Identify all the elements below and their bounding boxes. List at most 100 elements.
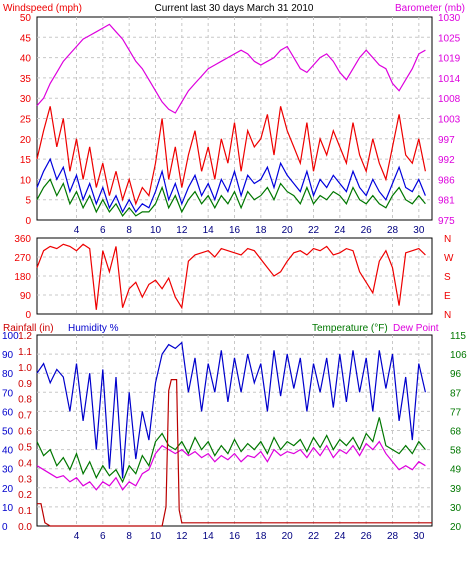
temperature-tick-label: 96	[450, 369, 462, 380]
direction-degree-tick-label: 270	[14, 253, 31, 264]
x-tick-label: 24	[334, 531, 346, 542]
rainfall-tick-label: 0.1	[18, 506, 32, 517]
x-tick-label: 22	[308, 531, 320, 542]
wind-barometer-panel: 0 5 10 15 20 25 30 35 40 45 50 975 981 986 992 997 1003 1…	[20, 13, 461, 236]
compass-tick-label: W	[444, 253, 454, 264]
temperature-tick-label: 68	[450, 427, 462, 438]
rainfall-tick-label: 0.8	[18, 395, 32, 406]
windspeed-tick-label: 40	[20, 54, 32, 65]
humidity-line	[36, 341, 426, 479]
x-tick-label: 18	[255, 531, 267, 542]
barometer-tick-label: 975	[438, 216, 455, 227]
windspeed-tick-label: 35	[20, 74, 32, 85]
rainfall-tick-label: 0.6	[18, 427, 32, 438]
rainfall-tick-label: 0.4	[18, 458, 32, 469]
barometer-tick-label: 1030	[438, 13, 461, 24]
wind-low-line	[36, 178, 426, 217]
humidity-tick-label: 60	[2, 407, 14, 418]
compass-tick-label: E	[444, 291, 451, 302]
rainfall-tick-label: 0.5	[18, 442, 32, 453]
temperature-tick-label: 77	[450, 407, 462, 418]
rainfall-line	[37, 379, 432, 527]
humidity-tick-label: 90	[2, 350, 14, 361]
compass-tick-label: N	[444, 234, 451, 245]
barometer-tick-label: 1019	[438, 54, 461, 65]
rainfall-tick-label: 1.0	[18, 363, 32, 374]
barometer-tick-label: 1014	[438, 74, 461, 85]
x-tick-label: 18	[255, 225, 267, 236]
temperature-tick-label: 49	[450, 465, 462, 476]
direction-degree-tick-label: 0	[25, 310, 31, 321]
x-tick-label: 30	[413, 531, 425, 542]
x-tick-label: 30	[413, 225, 425, 236]
x-tick-label: 28	[387, 225, 399, 236]
x-tick-label: 6	[100, 225, 106, 236]
x-tick-label: 8	[126, 225, 132, 236]
rainfall-tick-label: 0.9	[18, 379, 32, 390]
windspeed-axis-label: Windspeed (mph)	[3, 3, 82, 14]
humidity-tick-label: 100	[2, 331, 19, 342]
temperature-tick-label: 87	[450, 388, 462, 399]
compass-tick-label: N	[444, 310, 451, 321]
rainfall-tick-label: 1.2	[18, 331, 32, 342]
windspeed-tick-label: 20	[20, 135, 32, 146]
humidity-axis-label: Humidity %	[68, 323, 119, 334]
barometer-line	[36, 23, 426, 114]
x-tick-label: 20	[282, 531, 294, 542]
windspeed-tick-label: 0	[25, 216, 31, 227]
windspeed-tick-label: 30	[20, 94, 32, 105]
x-tick-label: 16	[229, 531, 241, 542]
humidity-tick-label: 30	[2, 465, 14, 476]
chart-title: Current last 30 days March 31 2010	[155, 3, 314, 14]
direction-degree-tick-label: 360	[14, 234, 31, 245]
x-tick-label: 4	[74, 531, 80, 542]
barometer-tick-label: 1003	[438, 115, 461, 126]
barometer-tick-label: 1008	[438, 94, 461, 105]
x-tick-label: 8	[126, 531, 132, 542]
x-tick-label: 24	[334, 225, 346, 236]
rainfall-axis-label: Rainfall (in)	[3, 323, 54, 334]
compass-tick-label: S	[444, 272, 451, 283]
windspeed-tick-label: 10	[20, 175, 32, 186]
wind-average-line	[36, 157, 426, 214]
x-tick-label: 28	[387, 531, 399, 542]
barometer-axis-label: Barometer (mb)	[395, 3, 465, 14]
x-tick-label: 6	[100, 531, 106, 542]
direction-degree-tick-label: 180	[14, 272, 31, 283]
temperature-tick-label: 115	[450, 331, 466, 342]
humidity-tick-label: 20	[2, 484, 14, 495]
humidity-tick-label: 70	[2, 388, 14, 399]
humidity-tick-label: 50	[2, 427, 14, 438]
humidity-temp-rain-panel: 0 10 20 30 40 50 60 70 80 90 100 0.0 0.1 0.2 0.3 0.4 0.5…	[2, 331, 467, 542]
barometer-tick-label: 986	[438, 175, 455, 186]
temperature-tick-label: 106	[450, 350, 467, 361]
temperature-tick-label: 39	[450, 484, 462, 495]
wind-gust-line	[36, 106, 426, 206]
windspeed-tick-label: 50	[20, 13, 32, 24]
x-tick-label: 12	[176, 225, 188, 236]
temperature-axis-label: Temperature (°F)	[312, 323, 388, 334]
humidity-tick-label: 0	[2, 522, 8, 533]
windspeed-tick-label: 5	[25, 196, 31, 207]
barometer-tick-label: 997	[438, 135, 455, 146]
windspeed-tick-label: 15	[20, 155, 32, 166]
dewpoint-line	[36, 440, 426, 491]
x-tick-label: 10	[150, 225, 162, 236]
x-tick-label: 22	[308, 225, 320, 236]
rainfall-tick-label: 1.1	[18, 347, 32, 358]
direction-degree-tick-label: 90	[20, 291, 32, 302]
x-tick-label: 10	[150, 531, 162, 542]
humidity-tick-label: 10	[2, 503, 14, 514]
wind-direction-line	[36, 243, 426, 310]
humidity-tick-label: 40	[2, 446, 14, 457]
x-tick-label: 14	[203, 225, 215, 236]
x-tick-label: 26	[361, 531, 373, 542]
windspeed-tick-label: 45	[20, 33, 32, 44]
windspeed-tick-label: 25	[20, 115, 32, 126]
x-tick-label: 4	[74, 225, 80, 236]
temperature-tick-label: 58	[450, 446, 462, 457]
barometer-tick-label: 981	[438, 196, 455, 207]
barometer-tick-label: 1025	[438, 33, 461, 44]
